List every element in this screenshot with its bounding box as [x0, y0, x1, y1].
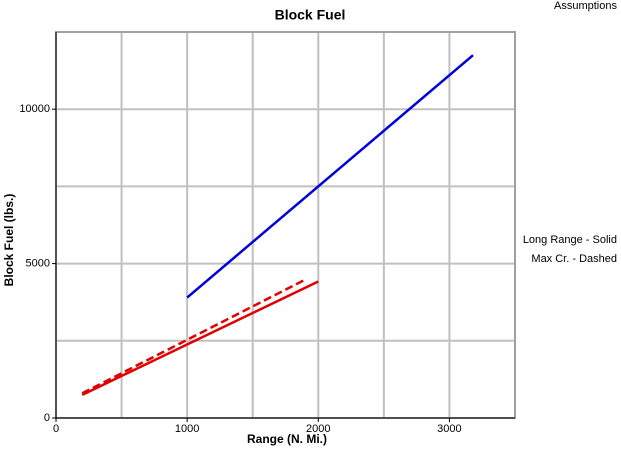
- x-axis-label: Range (N. Mi.): [247, 432, 327, 446]
- x-tick-label: 1000: [175, 423, 199, 435]
- y-axis-label: Block Fuel (lbs.): [2, 194, 16, 287]
- annotation: Max Cr. - Dashed: [531, 253, 617, 265]
- y-tick-label: 5000: [26, 258, 50, 270]
- annotation: Assumptions: [554, 0, 617, 12]
- series-line: [81, 280, 319, 396]
- chart-title: Block Fuel: [275, 7, 346, 23]
- series-line: [81, 278, 306, 395]
- x-tick-label: 0: [53, 423, 59, 435]
- x-tick-label: 3000: [437, 423, 461, 435]
- y-tick-label: 10000: [19, 103, 50, 115]
- series-line: [186, 54, 474, 299]
- y-tick-label: 0: [44, 412, 50, 424]
- x-tick-label: 2000: [306, 423, 330, 435]
- annotation: Long Range - Solid: [523, 234, 617, 246]
